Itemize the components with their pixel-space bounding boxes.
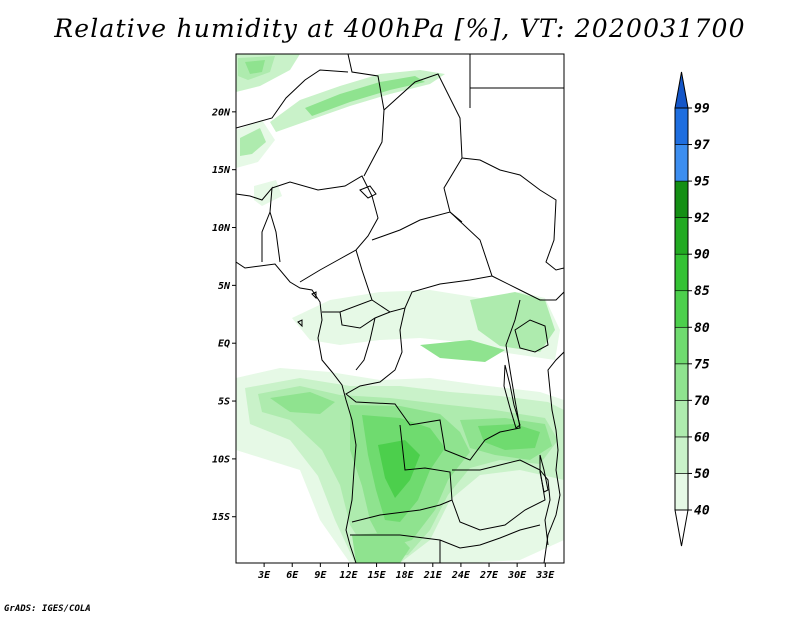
border-benin (269, 211, 281, 263)
lon-tick-label: 30E (507, 570, 527, 581)
border-south-sudan (491, 275, 564, 301)
lon-tick-label: 9E (314, 570, 327, 581)
lon-tick-label: 6E (286, 570, 299, 581)
border-egypt-libya (469, 54, 564, 108)
lat-tick-label: 15S (212, 512, 230, 523)
colorbar-label: 70 (694, 394, 710, 409)
lon-tick-label: 18E (396, 570, 415, 581)
humidity-area-congo-75 (420, 340, 505, 362)
border-namibia-botswana (350, 524, 541, 563)
map-frame (235, 53, 565, 564)
colorbar-label: 80 (694, 321, 710, 336)
colorbar-label: 97 (694, 138, 710, 153)
border-car (371, 211, 493, 313)
longitude-ticks: 3E 6E 9E 12E 15E 18E 21E 24E 27E 30E 33E (257, 563, 555, 581)
map-title: Relative humidity at 400hPa [%], VT: 202… (54, 14, 746, 43)
lat-tick-label: 10S (212, 454, 230, 465)
lon-tick-label: 27E (479, 570, 499, 581)
colorbar-label: 60 (694, 430, 710, 445)
humidity-area-southwest-75 (352, 532, 410, 563)
latitude-ticks: 20N 15N 10N 5N EQ 5S 10S 15S (211, 107, 236, 523)
humidity-area-east-70 (470, 292, 555, 352)
colorbar-box (674, 473, 689, 511)
colorbar-box (674, 144, 689, 182)
lake-tanganyika (503, 364, 521, 429)
colorbar-label: 99 (694, 102, 710, 117)
colorbar-box (674, 363, 689, 401)
humidity-area-angola-85 (378, 440, 420, 498)
colorbar-box (674, 290, 689, 328)
colorbar-lower-triangle (674, 509, 689, 547)
colorbar-label: 95 (694, 175, 710, 190)
lat-tick-label: 5N (218, 281, 231, 292)
humidity-area-south-75 (270, 392, 335, 414)
colorbar-label: 85 (694, 284, 710, 299)
colorbar-label: 92 (694, 211, 710, 226)
humidity-shading (236, 54, 564, 563)
lon-tick-label: 15E (368, 570, 387, 581)
colorbar-box (674, 436, 689, 474)
humidity-area-band-75 (305, 76, 425, 116)
lat-tick-label: 20N (211, 107, 231, 118)
colorbar-outline (674, 107, 689, 511)
border-sudan (461, 157, 564, 271)
colorbar-box (674, 217, 689, 255)
colorbar-label: 90 (694, 248, 710, 263)
colorbar-label: 40 (694, 504, 710, 519)
humidity-area-west-70 (240, 128, 266, 156)
lon-tick-label: 33E (535, 570, 555, 581)
lat-tick-label: 10N (212, 223, 231, 234)
coastline-west-africa (236, 261, 357, 563)
border-congo (339, 311, 391, 371)
colorbar-label: 50 (694, 467, 710, 482)
border-drc (345, 299, 521, 461)
lat-tick-label: 5S (218, 397, 230, 408)
lake-chad (359, 185, 377, 199)
border-burkina-ghana (236, 186, 273, 262)
humidity-area-north-75 (245, 60, 265, 74)
colorbar-box (674, 253, 689, 292)
lake-victoria (514, 319, 549, 353)
country-borders (236, 54, 564, 563)
colorbar-upper-triangle (674, 71, 689, 109)
lat-tick-label: EQ (218, 339, 230, 350)
colorbar: 40 50 60 70 75 80 85 90 92 95 97 99 (674, 71, 710, 547)
border-nigeria (271, 175, 379, 283)
border-zambia (451, 459, 546, 531)
border-mali-niger (236, 69, 349, 129)
colorbar-box (674, 400, 689, 438)
colorbar-box (674, 180, 689, 218)
colorbar-box (674, 107, 689, 145)
lon-tick-label: 12E (339, 570, 358, 581)
grads-credit: GrADS: IGES/COLA (4, 604, 91, 614)
coastline-east-africa (543, 351, 564, 563)
gulf-islands (297, 291, 317, 328)
colorbar-box (674, 326, 689, 365)
lat-tick-label: 15N (212, 165, 231, 176)
lake-malawi (539, 454, 549, 493)
humidity-area-zambia-80 (478, 424, 540, 450)
lon-tick-label: 24E (451, 570, 471, 581)
border-niger-chad (383, 73, 463, 223)
border-algeria-libya (347, 54, 385, 177)
colorbar-label: 75 (694, 357, 710, 372)
lon-tick-label: 3E (257, 570, 271, 581)
lon-tick-label: 21E (423, 570, 443, 581)
